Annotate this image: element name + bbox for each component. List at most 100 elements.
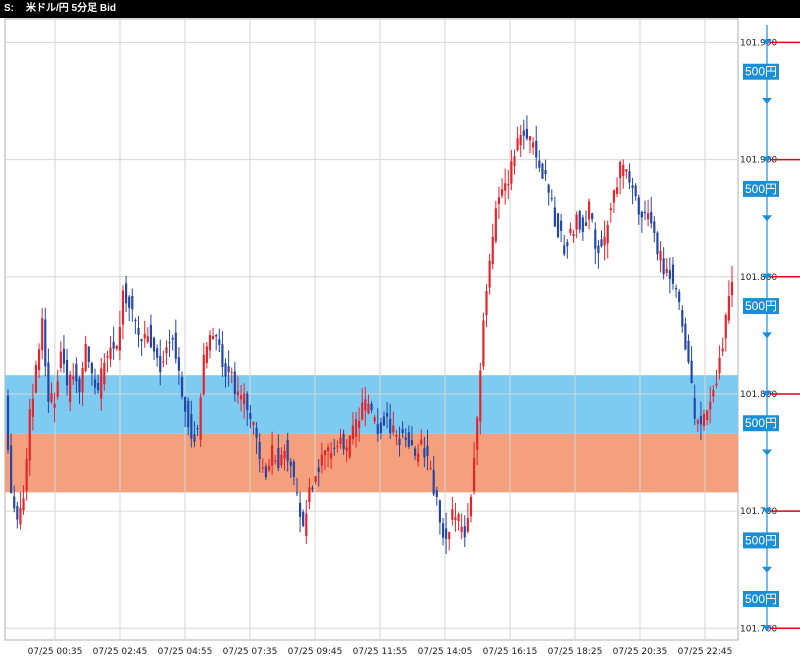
candle-body: [140, 338, 143, 342]
candle-body: [258, 441, 261, 460]
x-tick-label: 07/25 22:45: [678, 647, 733, 657]
candle-body: [280, 455, 283, 466]
candle: [706, 409, 709, 426]
candle: [59, 341, 62, 373]
candle-body: [124, 283, 128, 304]
candle-body: [451, 509, 454, 520]
candle: [351, 412, 354, 445]
candle: [243, 383, 246, 419]
candle: [420, 429, 423, 446]
candle: [90, 361, 93, 386]
candle: [678, 289, 681, 310]
candle: [308, 477, 311, 510]
candle: [488, 253, 491, 295]
candle-body: [283, 450, 286, 459]
candle-body: [100, 368, 103, 399]
candle-body: [681, 309, 684, 327]
step-badge: [743, 180, 779, 197]
candle-body: [261, 467, 264, 469]
candle: [724, 312, 727, 352]
candle-body: [510, 161, 513, 184]
candle-body: [128, 296, 131, 308]
candle-body: [44, 319, 47, 367]
candle-body: [131, 296, 134, 310]
candle-body: [491, 236, 494, 265]
candle: [653, 216, 656, 243]
candle-body: [445, 528, 448, 539]
candle-body: [53, 403, 56, 408]
candle-body: [103, 362, 106, 385]
candle: [516, 126, 519, 152]
candle: [236, 376, 240, 404]
candle: [196, 424, 199, 436]
candle: [659, 241, 662, 273]
candle-body: [706, 410, 709, 420]
candle: [115, 344, 118, 351]
candle-body: [656, 232, 659, 255]
candle-body: [31, 398, 34, 417]
candle: [712, 385, 715, 403]
candle: [625, 168, 628, 179]
candle: [550, 189, 553, 202]
candle: [298, 491, 302, 533]
candle: [93, 368, 97, 395]
candle: [171, 334, 174, 351]
candle-body: [47, 362, 50, 402]
candle-body: [50, 393, 53, 402]
candle: [25, 447, 28, 501]
candle: [466, 503, 469, 534]
candle: [78, 376, 81, 404]
candle-body: [575, 214, 578, 230]
candle: [541, 162, 544, 179]
candle: [426, 429, 429, 471]
candle-body: [423, 448, 426, 458]
candle-body: [553, 207, 556, 227]
candle-body: [311, 487, 314, 490]
candle: [373, 414, 376, 425]
candle-body: [211, 335, 215, 340]
candle: [255, 422, 258, 454]
candle: [218, 328, 221, 353]
candle-body: [93, 379, 97, 388]
candle: [395, 430, 398, 446]
candle-body: [417, 453, 420, 462]
candle-body: [684, 323, 687, 350]
candle-body: [578, 211, 581, 230]
candle-body: [544, 170, 547, 175]
candle-body: [227, 366, 230, 373]
candle-body: [659, 250, 662, 261]
candle: [463, 515, 466, 547]
candle-body: [174, 332, 177, 359]
candle: [118, 310, 121, 361]
candle-body: [643, 212, 647, 214]
candle: [44, 307, 47, 377]
candle: [62, 335, 66, 374]
candle-body: [267, 465, 271, 471]
candle-body: [233, 371, 236, 394]
candle-body: [386, 412, 389, 417]
candle: [34, 360, 38, 394]
candle-body: [463, 526, 466, 538]
candle: [612, 189, 616, 213]
scale-arrow-icon: [762, 215, 772, 222]
candle-body: [634, 185, 637, 197]
candle: [289, 457, 292, 478]
candle-body: [473, 458, 476, 492]
candle: [572, 229, 575, 243]
candle-body: [457, 514, 460, 522]
candle: [6, 389, 10, 454]
candle: [392, 411, 395, 436]
candle: [656, 231, 659, 261]
candle-body: [497, 197, 501, 205]
candle: [202, 343, 205, 397]
candle: [687, 334, 690, 365]
candle: [187, 397, 190, 436]
candle-body: [65, 360, 69, 386]
candle: [709, 386, 712, 424]
candle: [628, 163, 631, 190]
candle-body: [653, 221, 656, 233]
candle-body: [693, 398, 696, 419]
candle: [469, 494, 473, 523]
candle: [56, 369, 59, 400]
